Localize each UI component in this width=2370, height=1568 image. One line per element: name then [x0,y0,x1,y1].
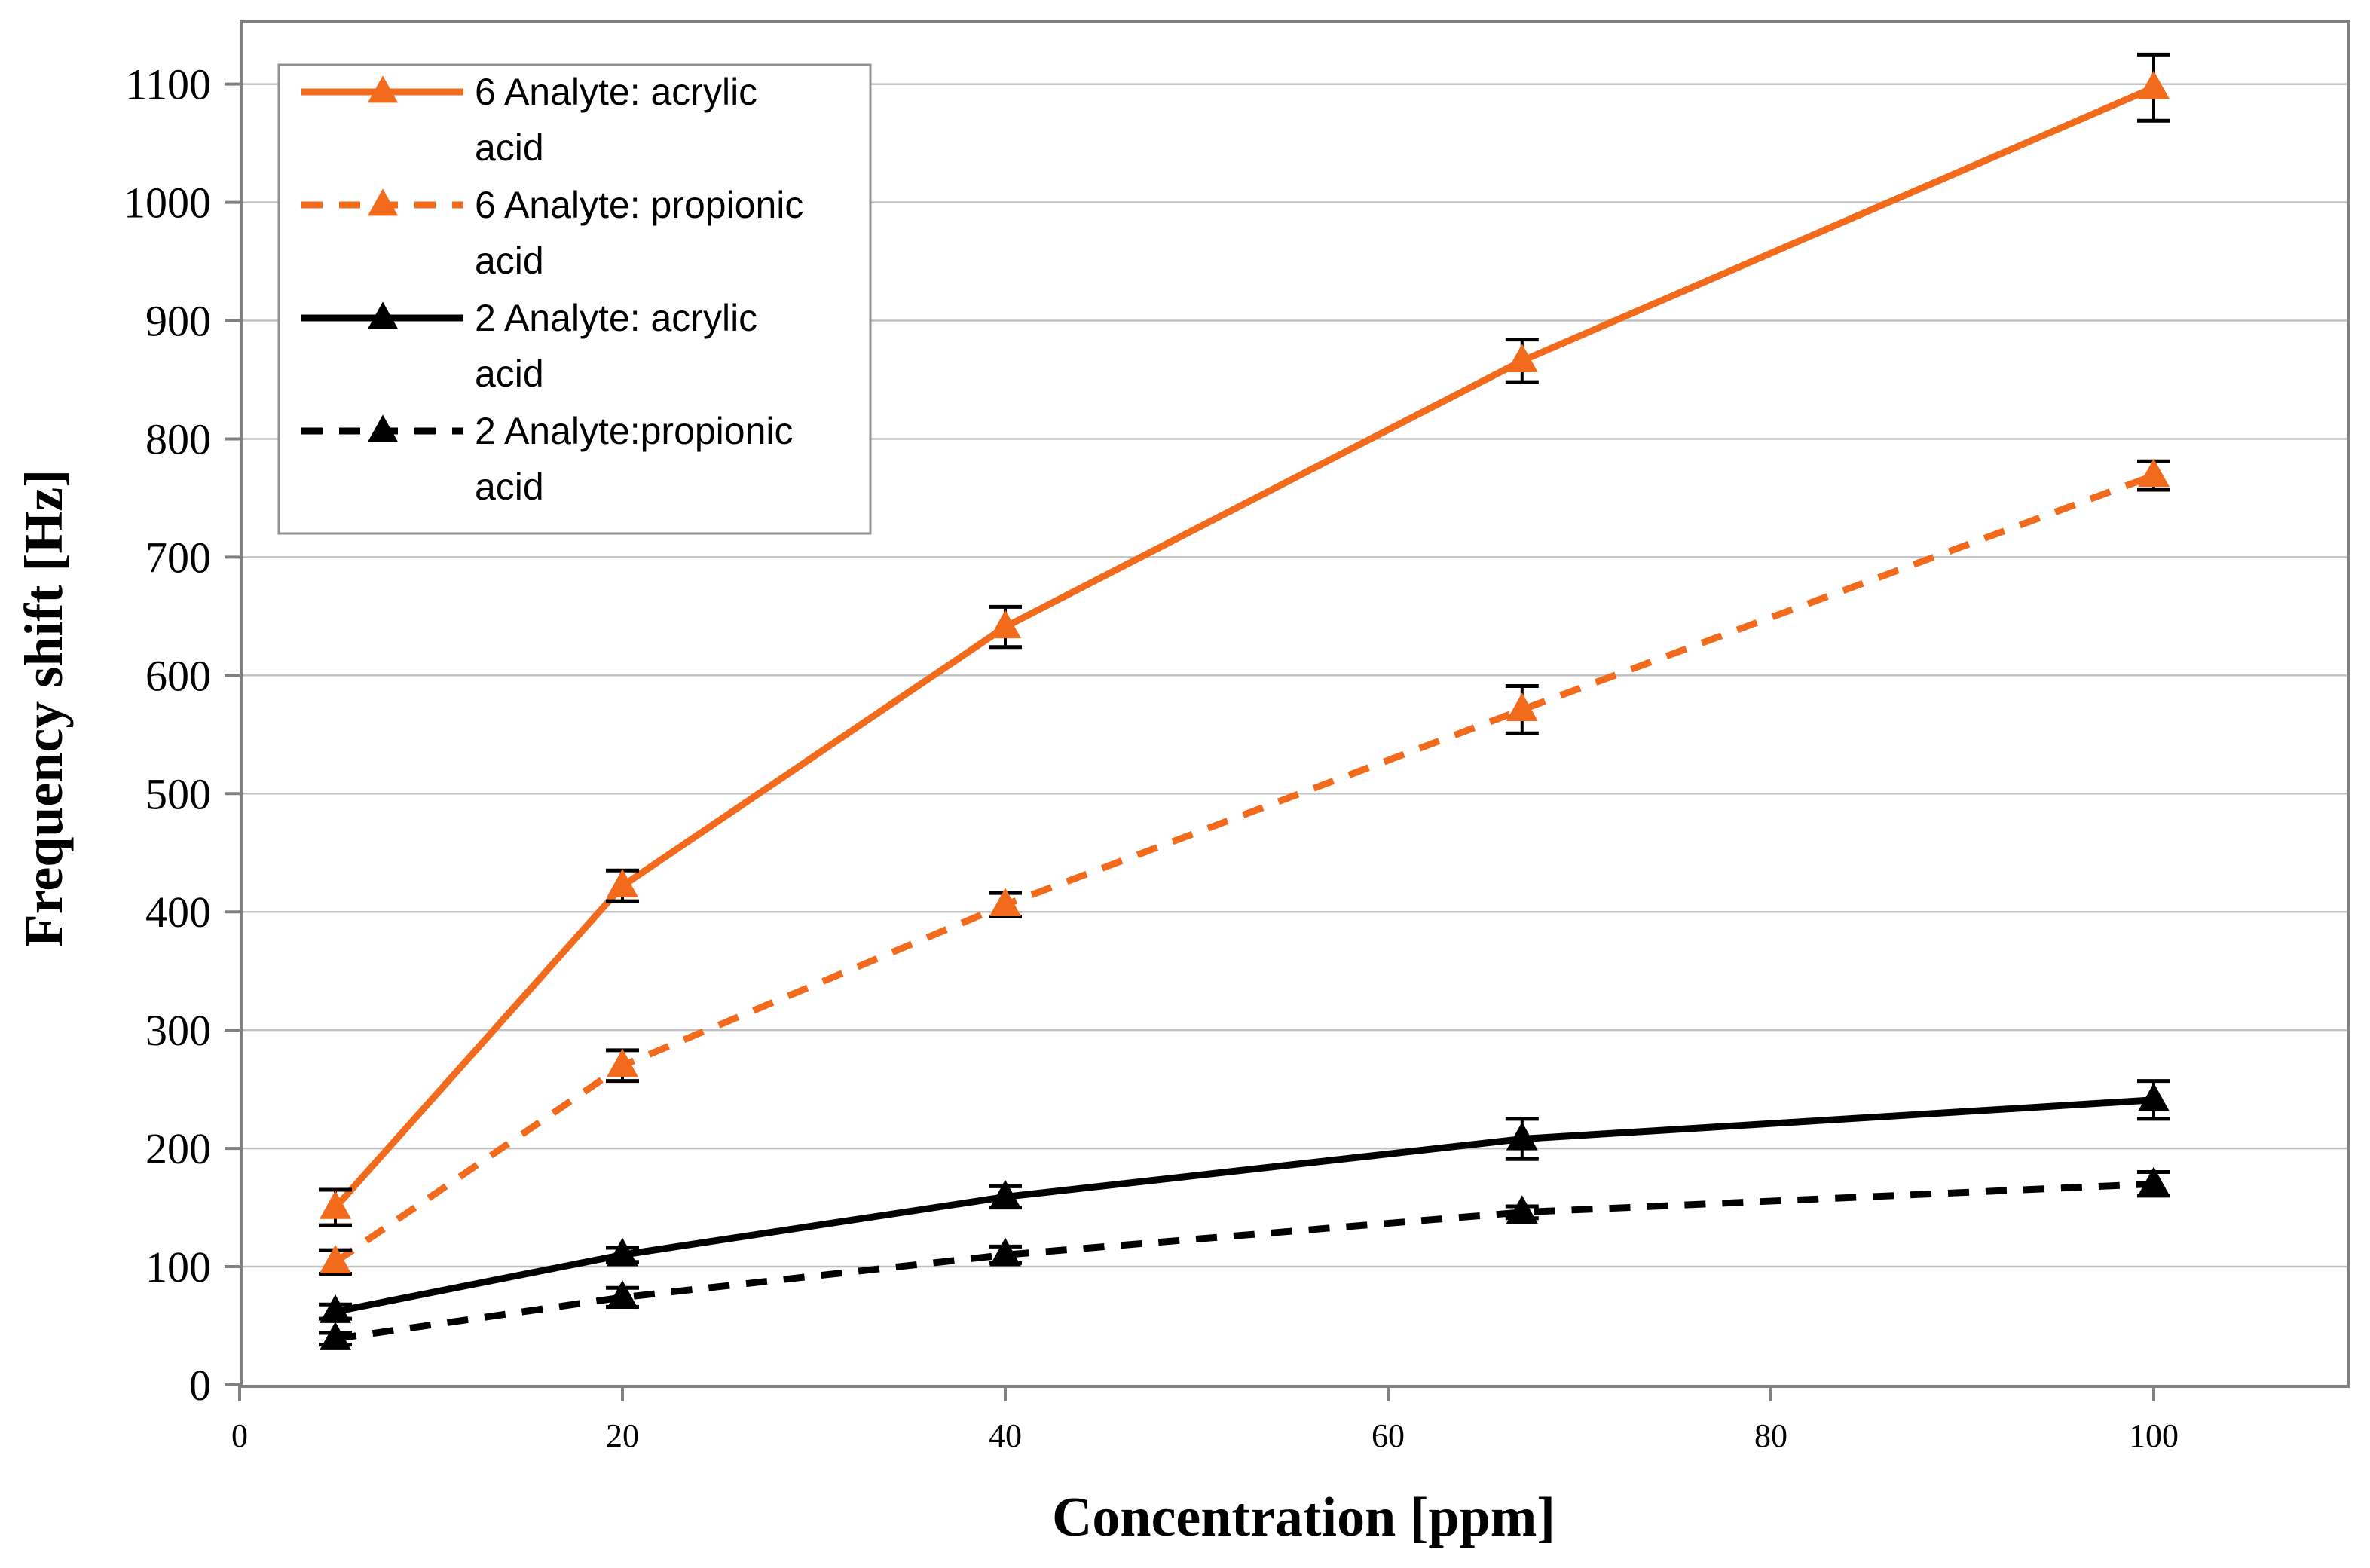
legend-label: acid [475,353,544,395]
legend-entry-1: 6 Analyte: acrylic acid [301,71,757,169]
data-point [1506,1121,1538,1151]
data-point [989,1237,1021,1267]
data-point [607,869,638,897]
x-tick-label: 60 [1372,1417,1405,1454]
series-1 [319,52,2170,1227]
x-axis-title: Concentration [ppm] [1052,1487,1555,1548]
y-tick-label: 200 [145,1124,211,1173]
data-point [989,888,1021,916]
y-tick-label: 600 [145,651,211,700]
data-point [607,1280,638,1309]
series-3 [319,1079,2170,1323]
data-point [320,1190,351,1219]
data-point [2138,1166,2170,1196]
y-tick-label: 800 [145,414,211,463]
y-tick-label: 1100 [125,60,211,109]
legend-swatch-marker [368,75,398,103]
x-tick-label: 20 [606,1417,639,1454]
series-2 [319,458,2170,1276]
y-axis: 0 100 200 300 400 500 600 700 800 900 1000 1100 [124,60,241,1410]
series-4 [319,1166,2170,1350]
legend-label: acid [475,127,544,169]
y-tick-label: 500 [145,769,211,818]
legend-swatch-marker [368,188,398,216]
data-point [1506,692,1538,721]
data-point [320,1245,351,1273]
x-tick-label: 0 [231,1417,248,1454]
x-tick-label: 40 [989,1417,1022,1454]
legend-label: 2 Analyte:propionic [475,410,794,452]
data-point [989,1179,1021,1209]
legend-entry-2: 6 Analyte: propionic acid [301,184,803,282]
y-axis-title: Frequency shift [Hz] [14,469,74,948]
legend-label: 6 Analyte: acrylic [475,71,757,113]
data-point [1506,1195,1538,1224]
y-tick-label: 1000 [124,179,211,228]
legend-entry-4: 2 Analyte:propionic acid [301,410,794,508]
legend-label: acid [475,240,544,282]
legend-entry-3: 2 Analyte: acrylic acid [301,297,757,395]
plot-area-frame [240,20,2350,1388]
series-line [335,1096,2154,1316]
x-tick-label: 80 [1754,1417,1787,1454]
data-point [1506,344,1538,373]
legend-label: 6 Analyte: propionic [475,184,803,226]
data-point [607,1237,638,1267]
data-point [2138,70,2170,99]
legend-label: 2 Analyte: acrylic [475,297,757,339]
data-point [2138,1083,2170,1111]
y-tick-label: 300 [145,1006,211,1055]
y-tick-label: 700 [145,533,211,582]
data-point [607,1048,638,1077]
y-tick-label: 900 [145,297,211,346]
data-point [989,610,1021,639]
legend-swatch-marker [368,414,398,442]
x-tick-label: 100 [2129,1417,2179,1454]
y-tick-label: 400 [145,888,211,937]
legend-label: acid [475,466,544,508]
series-line [335,1180,2154,1343]
data-point [320,1322,351,1350]
y-tick-label: 0 [189,1361,211,1410]
data-point [2138,458,2170,488]
legend-box [277,63,872,535]
x-axis: 0 20 40 60 80 100 [231,1386,2179,1454]
legend-swatch-marker [368,301,398,329]
y-tick-label: 100 [145,1242,211,1291]
data-point [320,1294,351,1323]
series-layer [319,52,2170,1350]
